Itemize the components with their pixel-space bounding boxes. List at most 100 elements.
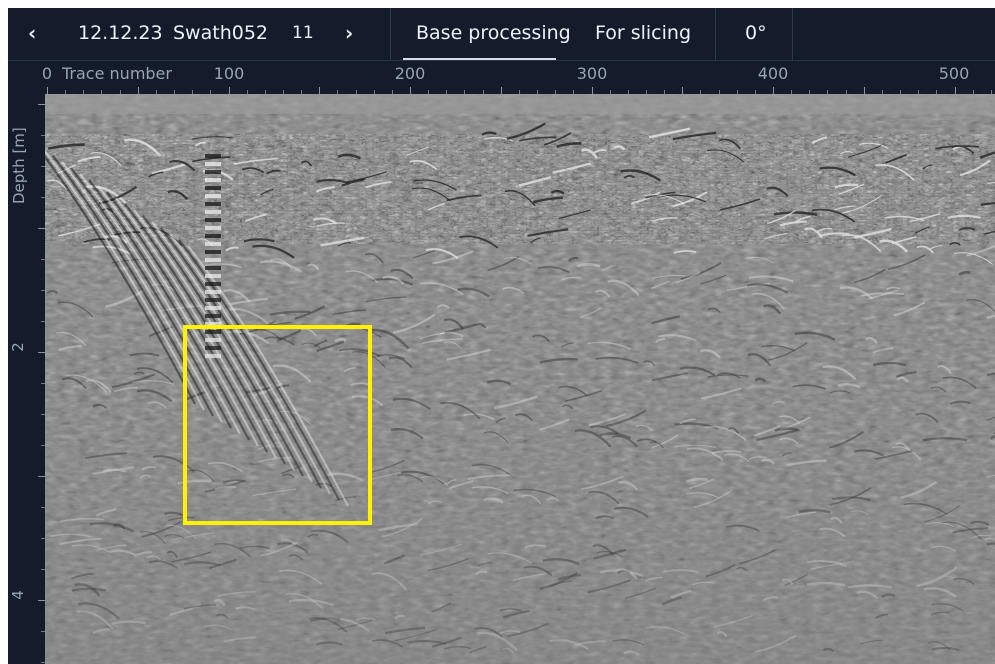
x-tick-mark [591, 87, 593, 94]
y-tick-label: 2 [8, 342, 27, 352]
x-tick-label: 100 [213, 64, 245, 83]
x-tick-mark [319, 87, 321, 94]
chevron-right-icon[interactable]: › [345, 21, 354, 45]
x-tick-mark [428, 90, 430, 94]
x-tick-mark [627, 90, 629, 94]
x-tick-mark [954, 87, 956, 94]
x-tick-label: 0 [41, 64, 53, 83]
y-tick-mark [41, 414, 45, 415]
y-tick-mark [38, 104, 45, 105]
y-tick-mark [41, 383, 45, 384]
radargram-viewer: ‹ 12.12.23 Swath052 11 › Base processing… [8, 8, 995, 664]
swath-number[interactable]: 11 [292, 23, 314, 43]
x-tick-mark [900, 90, 902, 94]
x-tick-mark [609, 90, 611, 94]
x-tick-mark [718, 90, 720, 94]
y-tick-mark [41, 197, 45, 198]
x-tick-mark [410, 87, 411, 94]
x-tick-mark [918, 90, 920, 94]
x-tick-mark [174, 90, 176, 94]
x-tick-label: 500 [938, 64, 970, 83]
y-axis-title: Depth [m] [10, 127, 28, 204]
y-tick-mark [38, 476, 45, 477]
x-tick-mark [791, 90, 793, 94]
y-tick-mark [41, 662, 45, 663]
x-tick-mark [645, 90, 647, 94]
y-tick-mark [38, 352, 45, 353]
x-tick-mark [881, 90, 883, 94]
x-tick-mark [464, 90, 466, 94]
y-tick-mark [41, 445, 45, 446]
chevron-left-icon[interactable]: ‹ [28, 21, 37, 45]
x-tick-label: 300 [576, 64, 608, 83]
x-tick-mark [228, 87, 230, 94]
x-tick-label: 400 [757, 64, 789, 83]
x-tick-mark [282, 90, 284, 94]
x-tick-mark [119, 90, 121, 94]
x-tick-mark [246, 90, 248, 94]
x-tick-label: 200 [394, 64, 426, 83]
x-tick-mark [482, 90, 484, 94]
y-tick-mark [41, 259, 45, 260]
x-tick-mark [972, 90, 974, 94]
radargram-plot[interactable] [45, 94, 995, 664]
radargram-image [45, 94, 995, 664]
x-tick-mark [537, 90, 539, 94]
x-tick-mark [192, 90, 194, 94]
x-tick-mark [518, 90, 520, 94]
x-tick-mark [682, 87, 684, 94]
y-tick-mark [41, 321, 45, 322]
y-tick-mark [41, 507, 45, 508]
y-tick-mark [41, 538, 45, 539]
y-axis: Depth [m] 2 4 [8, 94, 45, 664]
y-tick-mark [41, 290, 45, 291]
y-tick-mark [41, 569, 45, 570]
x-axis: 0 Trace number 100 200 300 400 500 [8, 61, 995, 94]
date-label: 12.12.23 [78, 22, 163, 44]
x-tick-mark [210, 90, 212, 94]
tab-base-processing[interactable]: Base processing [416, 22, 571, 44]
active-tab-indicator [403, 58, 556, 60]
swath-name[interactable]: Swath052 [173, 22, 268, 44]
toolbar-divider [715, 8, 716, 60]
x-axis-title: Trace number [62, 64, 172, 83]
x-tick-mark [936, 90, 938, 94]
x-tick-mark [337, 90, 339, 94]
x-tick-mark [809, 90, 811, 94]
y-tick-label: 4 [8, 590, 27, 600]
x-tick-mark [500, 87, 502, 94]
x-tick-mark [736, 90, 738, 94]
toolbar-divider [390, 8, 391, 60]
x-tick-mark [155, 90, 157, 94]
y-tick-mark [41, 166, 45, 167]
selection-box[interactable] [183, 325, 372, 525]
y-tick-mark [38, 228, 45, 229]
x-tick-mark [990, 90, 992, 94]
y-axis-title-wrap: Depth [m] [10, 127, 30, 214]
x-tick-mark [65, 90, 67, 94]
x-tick-mark [700, 90, 702, 94]
tab-for-slicing[interactable]: For slicing [595, 22, 692, 44]
x-tick-mark [355, 90, 357, 94]
x-tick-mark [773, 87, 774, 94]
x-tick-mark [264, 90, 266, 94]
x-tick-mark [555, 90, 557, 94]
x-tick-mark [827, 90, 829, 94]
x-tick-mark [137, 87, 139, 94]
y-tick-mark [41, 631, 45, 632]
x-tick-mark [845, 90, 847, 94]
y-tick-mark [38, 600, 45, 601]
toolbar-divider [792, 8, 793, 60]
x-tick-mark [301, 90, 303, 94]
x-tick-mark [47, 87, 48, 94]
x-tick-mark [391, 90, 393, 94]
x-tick-mark [863, 87, 865, 94]
x-tick-mark [754, 90, 756, 94]
x-tick-mark [83, 90, 85, 94]
toolbar: ‹ 12.12.23 Swath052 11 › Base processing… [8, 8, 995, 61]
x-tick-mark [446, 90, 448, 94]
x-tick-mark [101, 90, 103, 94]
x-tick-mark [664, 90, 666, 94]
x-tick-mark [373, 90, 375, 94]
angle-button[interactable]: 0° [745, 22, 767, 44]
